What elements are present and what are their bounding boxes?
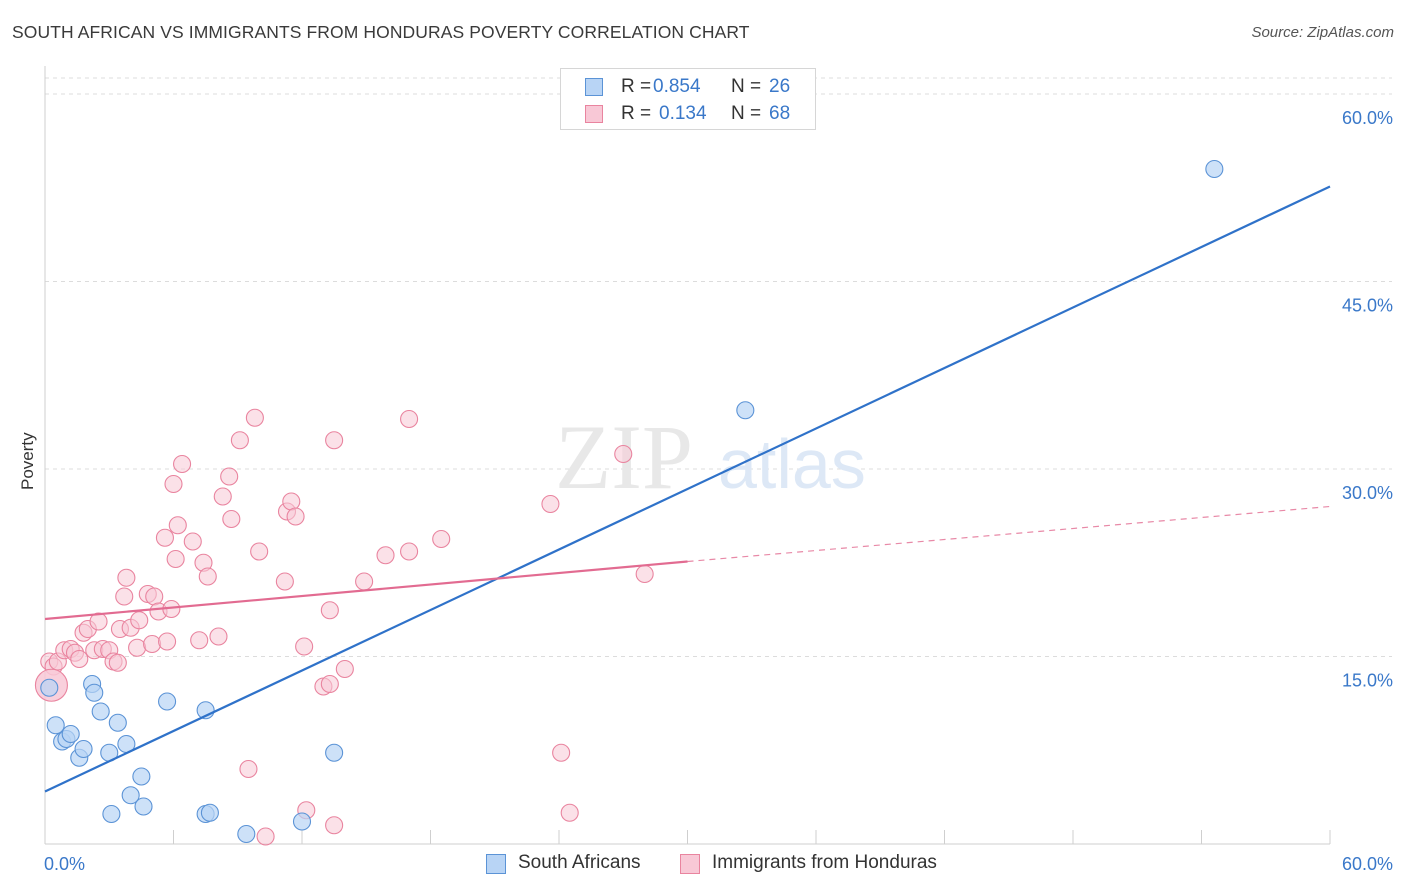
watermark: ZIP atlas <box>555 406 866 508</box>
trend-line-honduras <box>44 560 688 621</box>
legend-label: Immigrants from Honduras <box>712 852 937 873</box>
data-point-south-africans <box>237 824 256 844</box>
data-point-honduras <box>117 568 136 587</box>
correlation-legend: R = 0.854 N = 26 R = 0.134 N = 68 <box>560 68 816 130</box>
data-point-honduras <box>173 454 192 474</box>
x-tick-label: 0.0% <box>44 854 85 874</box>
data-point-honduras <box>130 611 149 630</box>
r-label: R = <box>621 103 652 124</box>
data-point-honduras <box>275 572 294 591</box>
data-point-honduras <box>168 516 187 535</box>
data-point-honduras <box>166 549 185 569</box>
grid-layer <box>45 77 1392 657</box>
data-point-south-africans <box>1205 159 1224 179</box>
source-label: Source: ZipAtlas.com <box>1251 24 1394 41</box>
data-point-south-africans <box>85 683 104 702</box>
data-point-honduras <box>400 542 419 561</box>
data-point-south-africans <box>74 739 93 759</box>
x-tick-label: 60.0% <box>1342 854 1393 874</box>
data-point-honduras <box>325 816 344 835</box>
data-point-honduras <box>89 612 108 631</box>
n-value: 26 <box>769 76 791 97</box>
data-point-honduras <box>230 431 249 450</box>
series-south-africans <box>40 159 1224 844</box>
data-point-honduras <box>108 653 127 672</box>
y-tick-label: 30.0% <box>1342 483 1393 503</box>
n-label: N = <box>731 76 762 97</box>
data-point-honduras <box>355 572 374 591</box>
data-point-south-africans <box>158 692 177 711</box>
y-tick-label: 45.0% <box>1342 296 1393 316</box>
data-point-honduras <box>541 494 560 514</box>
y-axis-label: Poverty <box>18 432 37 490</box>
legend-swatch-blue <box>585 78 603 96</box>
data-point-honduras <box>286 507 305 526</box>
data-point-honduras <box>320 674 339 694</box>
data-point-honduras <box>239 759 258 779</box>
data-point-south-africans <box>325 743 344 762</box>
data-point-south-africans <box>46 716 65 735</box>
data-point-honduras <box>143 634 162 654</box>
y-tick-label: 60.0% <box>1342 108 1393 128</box>
data-point-honduras <box>128 638 147 657</box>
tick-labels: 15.0% 30.0% 45.0% 60.0% 0.0% 60.0% Poverty <box>18 108 1393 874</box>
data-point-honduras <box>282 492 301 511</box>
data-point-honduras <box>295 637 314 656</box>
y-tick-label: 15.0% <box>1342 671 1393 691</box>
data-point-south-africans <box>108 713 127 732</box>
data-point-south-africans <box>200 803 219 822</box>
data-point-honduras <box>245 408 264 427</box>
data-point-honduras <box>614 444 633 464</box>
data-point-honduras <box>70 649 89 669</box>
data-point-honduras <box>164 474 183 494</box>
data-point-honduras <box>198 567 217 586</box>
data-point-south-africans <box>736 401 755 420</box>
data-point-honduras <box>560 803 579 822</box>
data-point-honduras <box>376 546 395 565</box>
data-point-honduras <box>432 529 451 549</box>
data-point-south-africans <box>121 786 140 805</box>
n-value: 68 <box>769 103 791 124</box>
trend-line-south-africans <box>44 185 1331 793</box>
r-label: R = <box>621 76 652 97</box>
data-point-honduras <box>335 659 354 679</box>
data-point-honduras <box>155 528 174 547</box>
data-point-honduras <box>222 509 241 529</box>
legend-label: South Africans <box>518 852 641 873</box>
data-point-honduras <box>115 587 134 606</box>
data-point-honduras <box>158 632 177 651</box>
series-honduras <box>34 408 654 846</box>
data-point-south-africans <box>134 797 153 816</box>
data-point-south-africans <box>132 767 151 786</box>
data-point-south-africans <box>102 804 121 824</box>
data-point-honduras <box>250 542 269 561</box>
legend-swatch-blue <box>486 854 506 874</box>
chart-title: SOUTH AFRICAN VS IMMIGRANTS FROM HONDURA… <box>12 22 750 42</box>
legend-swatch-pink <box>585 105 603 123</box>
trend-line-honduras-extension <box>687 505 1331 563</box>
data-point-south-africans <box>40 678 59 697</box>
trend-lines <box>44 185 1331 793</box>
data-point-honduras <box>635 564 654 584</box>
data-point-honduras <box>190 631 209 650</box>
data-point-honduras <box>213 487 232 506</box>
data-point-honduras <box>256 827 275 846</box>
data-point-south-africans <box>91 702 110 721</box>
data-point-honduras <box>183 532 202 551</box>
n-label: N = <box>731 103 762 124</box>
data-point-honduras <box>220 467 239 486</box>
legend-swatch-pink <box>680 854 700 874</box>
axis-layer <box>44 66 1331 845</box>
data-point-honduras <box>145 587 164 606</box>
r-value: 0.854 <box>653 76 701 97</box>
data-point-honduras <box>209 627 228 646</box>
data-point-honduras <box>320 601 339 620</box>
data-point-honduras <box>325 431 344 450</box>
data-point-south-africans <box>61 724 80 744</box>
data-point-honduras <box>552 743 571 762</box>
data-point-south-africans <box>292 812 312 831</box>
data-point-honduras <box>400 409 419 429</box>
r-value: 0.134 <box>659 103 707 124</box>
